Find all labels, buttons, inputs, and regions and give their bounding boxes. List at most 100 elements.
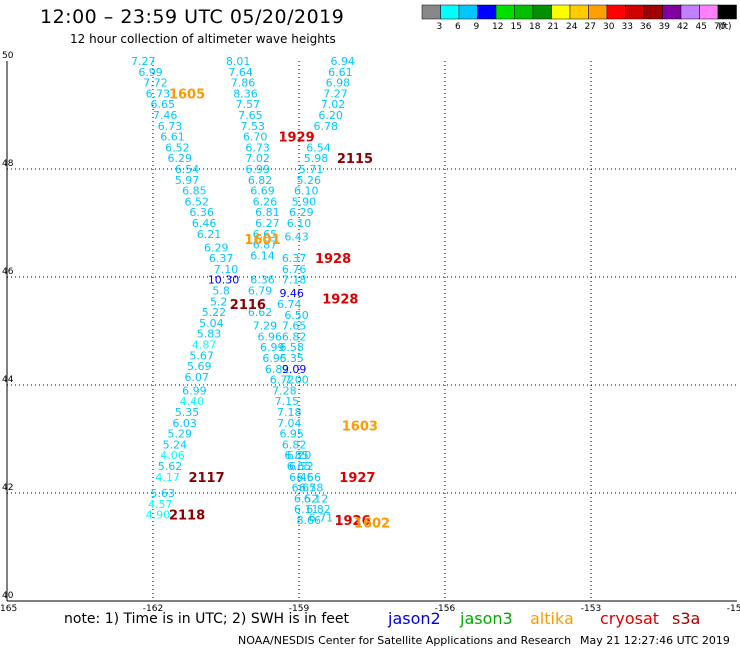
y-tick-label: 42 bbox=[2, 483, 13, 493]
x-tick-label: -150 bbox=[727, 604, 740, 614]
swh-value: 7.64 bbox=[228, 66, 253, 79]
colorbar-swatch bbox=[551, 4, 571, 20]
colorbar-swatch bbox=[421, 4, 441, 20]
swh-value: 6.21 bbox=[197, 228, 222, 241]
track-time-label: 2116 bbox=[230, 298, 266, 313]
swh-value: 7.18 bbox=[282, 274, 307, 287]
swh-value: 8.01 bbox=[226, 55, 251, 68]
swh-value: 5.24 bbox=[163, 438, 188, 451]
colorbar-label: 3 bbox=[436, 22, 443, 32]
swh-value: 6.70 bbox=[243, 131, 268, 144]
colorbar-label: 12 bbox=[492, 22, 504, 32]
mission-cryosat: cryosat bbox=[600, 609, 660, 628]
x-tick-label: -153 bbox=[581, 604, 601, 614]
swh-value: 6.96 bbox=[258, 330, 283, 343]
swh-value: 7.00 bbox=[284, 374, 309, 387]
colorbar-swatch bbox=[458, 4, 478, 20]
swh-value: 6.71 bbox=[309, 511, 334, 524]
swh-value: 6.82 bbox=[248, 174, 273, 187]
colorbar-swatch bbox=[440, 4, 460, 20]
swh-value: 6.07 bbox=[185, 371, 210, 384]
swh-value: 6.37 bbox=[282, 252, 307, 265]
swh-value: 6.78 bbox=[314, 120, 339, 133]
swh-value: 6.99 bbox=[245, 163, 270, 176]
swh-value: 5.62 bbox=[158, 460, 183, 473]
swh-value: 6.26 bbox=[253, 195, 278, 208]
mission-jason2: jason2 bbox=[388, 609, 441, 628]
swh-value: 9.46 bbox=[279, 287, 304, 300]
colorbar bbox=[421, 4, 737, 20]
colorbar-swatch bbox=[588, 4, 608, 20]
swh-value: 7.46 bbox=[153, 109, 178, 122]
x-tick-label: -165 bbox=[0, 604, 17, 614]
swh-value: 6.29 bbox=[168, 152, 193, 165]
swh-value: 6.69 bbox=[250, 185, 275, 198]
swh-value: 7.29 bbox=[253, 320, 278, 333]
chart-title: 12:00 – 23:59 UTC 05/20/2019 bbox=[40, 6, 345, 28]
swh-value: 6.82 bbox=[282, 438, 307, 451]
swh-value: 4.90 bbox=[146, 509, 171, 522]
colorbar-label: 21 bbox=[547, 22, 559, 32]
swh-value: 5.29 bbox=[168, 428, 193, 441]
swh-value: 6.99 bbox=[182, 384, 207, 397]
colorbar-swatch bbox=[625, 4, 645, 20]
swh-value: 6.94 bbox=[331, 55, 356, 68]
generated-timestamp: May 21 12:27:46 UTC 2019 bbox=[580, 634, 730, 647]
colorbar-swatch bbox=[532, 4, 552, 20]
swh-value: 5.8 bbox=[212, 285, 230, 298]
swh-value: 6.61 bbox=[328, 66, 353, 79]
y-tick-label: 46 bbox=[2, 267, 14, 277]
footer-note: note: 1) Time is in UTC; 2) SWH is in fe… bbox=[64, 611, 350, 627]
swh-values: 7.276.997.726.736.657.466.736.616.526.29… bbox=[131, 55, 355, 527]
chart-subtitle: 12 hour collection of altimeter wave hei… bbox=[70, 32, 336, 46]
colorbar-label: 27 bbox=[584, 22, 596, 32]
swh-value: 6.12 bbox=[304, 492, 329, 505]
swh-value: 8.66 bbox=[296, 514, 321, 527]
swh-value: 6.99 bbox=[260, 341, 285, 354]
swh-value: 6.36 bbox=[250, 274, 275, 287]
track-time-label: 1601 bbox=[244, 233, 280, 248]
swh-value: 5.90 bbox=[292, 195, 317, 208]
colorbar-swatch bbox=[699, 4, 719, 20]
colorbar-label: 6 bbox=[455, 22, 461, 32]
graticule-grid: -165 -162 -159 -156 -153 -150 40 42 44 46 48 50 bbox=[0, 51, 740, 614]
colorbar-label: 33 bbox=[621, 22, 633, 32]
swh-value: 4.17 bbox=[155, 471, 180, 484]
swh-value: 5.69 bbox=[187, 360, 212, 373]
swh-value: 7.86 bbox=[231, 77, 256, 90]
swh-value: 5.83 bbox=[197, 328, 222, 341]
track-time-label: 1926 bbox=[334, 514, 370, 529]
credit-line: NOAA/NESDIS Center for Satellite Applica… bbox=[238, 634, 572, 647]
colorbar-swatch bbox=[477, 4, 497, 20]
colorbar-label: 45 bbox=[695, 22, 707, 32]
swh-value: 5.04 bbox=[199, 317, 224, 330]
swh-value: 6.54 bbox=[306, 141, 331, 154]
swh-value: 6.73 bbox=[245, 141, 270, 154]
swh-value: 4.57 bbox=[148, 498, 173, 511]
swh-value: 7.65 bbox=[282, 320, 307, 333]
swh-value: 6.27 bbox=[255, 217, 280, 230]
swh-value: 6.85 bbox=[284, 449, 309, 462]
swh-value: 6.35 bbox=[279, 352, 304, 365]
swh-value: 6.10 bbox=[287, 217, 312, 230]
swh-value: 6.46 bbox=[289, 471, 314, 484]
colorbar-swatch bbox=[662, 4, 682, 20]
swh-value: 6.20 bbox=[318, 109, 343, 122]
swh-value: 6.81 bbox=[255, 206, 280, 219]
colorbar-label: 42 bbox=[677, 22, 689, 32]
track-time-label: 2117 bbox=[188, 471, 224, 486]
swh-value: 4.06 bbox=[160, 449, 185, 462]
swh-value: 7.27 bbox=[131, 55, 156, 68]
swh-value: 6.72 bbox=[270, 374, 295, 387]
swh-value: 9.09 bbox=[282, 363, 307, 376]
colorbar-label: 9 bbox=[473, 22, 480, 32]
track-time-labels: 1605 1929 2115 1601 1928 1928 2116 1603 2117 1927… bbox=[169, 87, 390, 531]
swh-value: 6.52 bbox=[165, 141, 190, 154]
y-tick-label: 40 bbox=[2, 591, 14, 601]
swh-value: 5.97 bbox=[175, 174, 200, 187]
swh-value: 6.65 bbox=[287, 460, 312, 473]
x-tick-label: -162 bbox=[143, 604, 163, 614]
colorbar-label: 24 bbox=[566, 22, 578, 32]
colorbar-swatch bbox=[643, 4, 663, 20]
swh-value: 5.98 bbox=[304, 152, 329, 165]
